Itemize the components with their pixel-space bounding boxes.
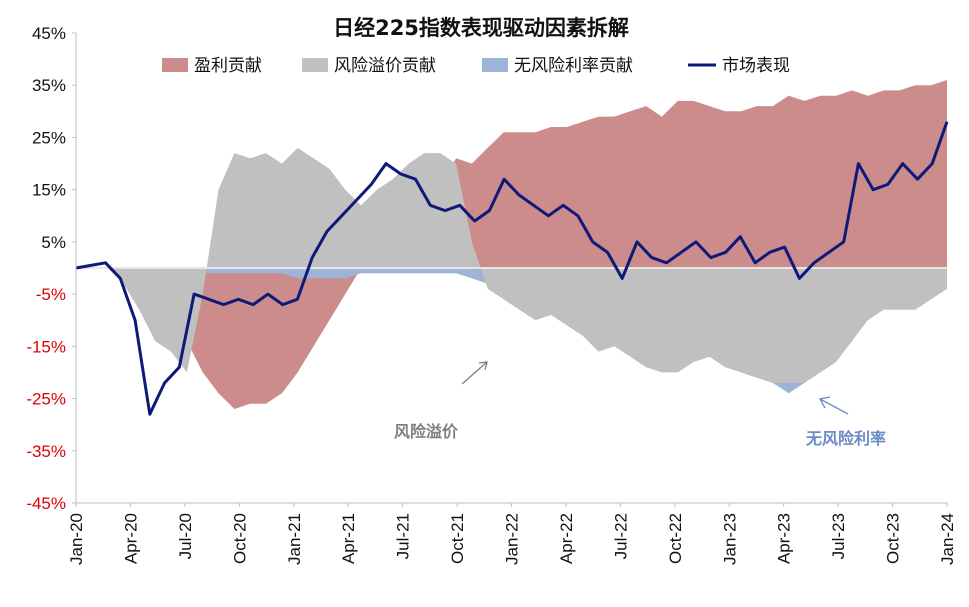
y-tick-label: 5% [41,233,66,252]
y-tick-label: 35% [32,76,66,95]
annotation-risk-premium-arrowhead [478,361,488,371]
x-tick-labels: Jan-20 Apr-20 Jul-20 Oct-20 Jan-21 Apr-21 Jul-… [67,503,957,565]
x-tick-label: Jan-23 [720,513,739,565]
y-tick-label: -5% [36,285,66,304]
annotation-risk-premium-label: 风险溢价 [394,422,459,441]
series-area-earnings [76,80,947,409]
legend-label-earnings: 盈利贡献 [194,56,262,76]
x-tick-label: Apr-21 [339,513,358,564]
x-tick-label: Oct-22 [666,513,685,564]
x-tick-label: Jul-23 [829,513,848,559]
x-tick-label: Jan-24 [938,513,957,565]
annotation-risk-free-rate-arrowhead [818,396,831,409]
annotation-risk-premium: 风险溢价 [394,361,488,441]
annotation-risk-premium-arrow [461,361,488,385]
y-tick-label: -45% [26,494,66,513]
legend-label-market: 市场表现 [722,56,790,76]
x-tick-label: Oct-23 [884,513,903,564]
legend-swatch-earnings [162,58,188,72]
y-tick-label: -25% [26,390,66,409]
x-tick-label: Jul-20 [176,513,195,559]
legend-swatch-risk-premium [302,58,328,72]
x-tick-label: Apr-20 [121,513,140,564]
legend: 盈利贡献 风险溢价贡献 无风险利率贡献 市场表现 [162,56,790,76]
annotation-risk-free-rate-label: 无风险利率 [805,429,886,448]
plot-areas [76,80,947,409]
y-tick-label: -35% [26,442,66,461]
x-tick-label: Oct-21 [448,513,467,564]
annotation-risk-free-rate: 无风险利率 [805,396,886,448]
x-tick-label: Jul-22 [611,513,630,559]
y-tick-label: 15% [32,181,66,200]
legend-swatch-risk-free-rate [482,58,508,72]
x-tick-label: Oct-20 [230,513,249,564]
x-tick-label: Jul-21 [394,513,413,559]
y-tick-label: 45% [32,24,66,43]
y-tick-label: -15% [26,337,66,356]
x-tick-label: Apr-22 [557,513,576,564]
annotation-risk-free-rate-arrow [819,398,849,415]
x-tick-label: Apr-23 [775,513,794,564]
legend-label-risk-premium: 风险溢价贡献 [334,56,436,76]
y-tick-label: 25% [32,128,66,147]
legend-label-risk-free-rate: 无风险利率贡献 [514,56,633,76]
x-tick-label: Jan-21 [285,513,304,565]
x-tick-label: Jan-22 [503,513,522,565]
series-area-risk-premium [76,147,947,383]
x-tick-label: Jan-20 [67,513,86,565]
chart-title: 日经225指数表现驱动因素拆解 [333,16,629,40]
y-tick-labels: 45% 35% 25% 15% 5% -5% -15% -25% -35% -45% [26,24,76,513]
series-market-line [75,121,949,416]
